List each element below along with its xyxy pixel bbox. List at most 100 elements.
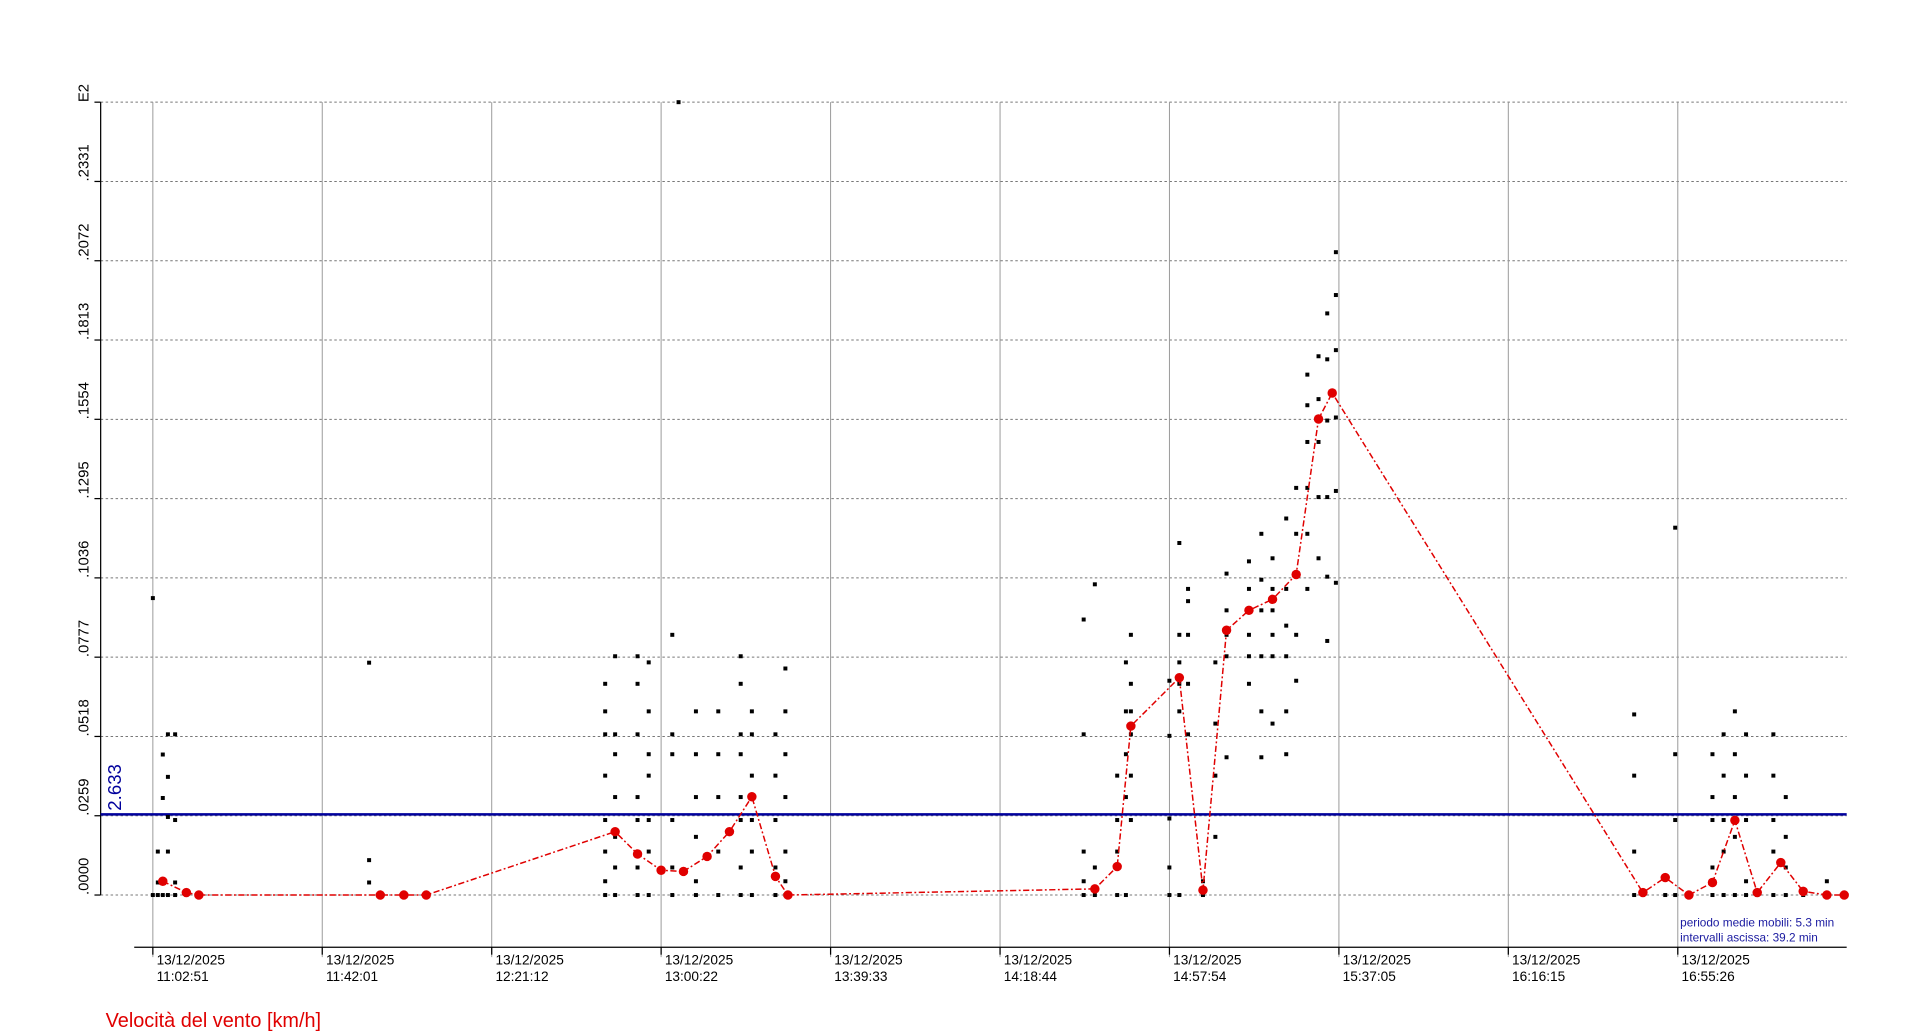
x-tick-label-line: 13/12/2025 (1173, 953, 1242, 968)
data-point (783, 709, 788, 714)
x-tick-label-line: 13/12/2025 (1512, 953, 1581, 968)
data-point (1246, 559, 1251, 564)
data-point (1186, 599, 1191, 604)
data-point (1081, 893, 1086, 898)
data-point (670, 818, 675, 823)
data-point (783, 849, 788, 854)
moving-average-point (1638, 887, 1648, 898)
data-point (1333, 580, 1338, 585)
data-point (1284, 752, 1289, 757)
data-point (635, 818, 640, 823)
data-point (693, 834, 698, 839)
x-tick-label: 13/12/2025 12:21:12 (495, 953, 564, 984)
data-point (1305, 531, 1310, 536)
data-point (165, 774, 170, 779)
data-point (1333, 348, 1338, 353)
data-point (635, 732, 640, 737)
x-tick-label: 13/12/2025 15:37:05 (1343, 953, 1412, 984)
data-point (1325, 574, 1330, 579)
data-point (693, 709, 698, 714)
x-tick-label: 13/12/2025 11:42:01 (326, 953, 395, 984)
data-point (1663, 893, 1668, 898)
data-point (1167, 816, 1172, 821)
data-point (165, 814, 170, 819)
moving-average-point (1313, 414, 1324, 424)
data-point (1732, 752, 1737, 757)
data-point (749, 893, 754, 898)
data-point (716, 893, 721, 898)
x-tick-label: 13/12/2025 16:55:26 (1682, 953, 1751, 984)
data-point (1213, 834, 1218, 839)
data-point (738, 732, 743, 737)
data-point (773, 818, 778, 823)
data-point (1744, 773, 1749, 778)
data-point (1710, 752, 1715, 757)
data-point (1744, 893, 1749, 898)
data-point (1186, 632, 1191, 637)
data-point (1294, 632, 1299, 637)
data-point (613, 752, 618, 757)
data-point (1081, 879, 1086, 884)
data-point (1744, 732, 1749, 737)
data-point (646, 660, 651, 665)
data-point (1783, 795, 1788, 800)
x-tick-label-line: 11:42:01 (326, 969, 378, 984)
moving-average-point (1198, 885, 1208, 895)
data-point (1721, 773, 1726, 778)
x-tick-label: 13/12/2025 16:16:15 (1512, 953, 1581, 984)
moving-average-point (656, 865, 666, 875)
data-point (165, 732, 170, 737)
data-point (1632, 773, 1637, 778)
data-point (1270, 556, 1275, 561)
data-point (1259, 709, 1264, 714)
data-point (716, 709, 721, 714)
data-point (693, 752, 698, 757)
data-point (1200, 879, 1205, 884)
data-point (367, 660, 372, 665)
data-point (1325, 638, 1330, 643)
data-point (670, 865, 675, 870)
data-point (1270, 721, 1275, 726)
data-point (1123, 893, 1128, 898)
data-point (635, 795, 640, 800)
data-point (1316, 354, 1321, 359)
data-point (670, 752, 675, 757)
x-tick-label-line: 13/12/2025 (1343, 953, 1412, 968)
moving-average-point (399, 890, 409, 900)
data-point (603, 773, 608, 778)
data-point (1128, 773, 1133, 778)
data-point (1744, 879, 1749, 884)
data-point (716, 849, 721, 854)
data-point (1115, 818, 1120, 823)
data-point (1771, 893, 1776, 898)
moving-average-point (1327, 388, 1337, 398)
data-point (738, 752, 743, 757)
data-point (1325, 418, 1330, 423)
data-point (1092, 893, 1097, 898)
data-point (1284, 654, 1289, 659)
data-point (749, 849, 754, 854)
data-point (738, 795, 743, 800)
data-point (1186, 732, 1191, 737)
data-point (1246, 632, 1251, 637)
data-point (1305, 586, 1310, 591)
data-point (773, 732, 778, 737)
data-point (1710, 865, 1715, 870)
data-point (1721, 849, 1726, 854)
data-point (1632, 849, 1637, 854)
data-point (1246, 681, 1251, 686)
data-point (1294, 678, 1299, 683)
data-point (1167, 865, 1172, 870)
data-point (1213, 773, 1218, 778)
data-point (160, 752, 165, 757)
data-point (773, 865, 778, 870)
data-point (1294, 485, 1299, 490)
data-point (738, 654, 743, 659)
data-point (1224, 654, 1229, 659)
data-point (749, 709, 754, 714)
data-point (1632, 893, 1637, 898)
x-tick-label: 13/12/2025 14:18:44 (1004, 953, 1073, 984)
data-point (1333, 293, 1338, 298)
data-point (1259, 755, 1264, 760)
